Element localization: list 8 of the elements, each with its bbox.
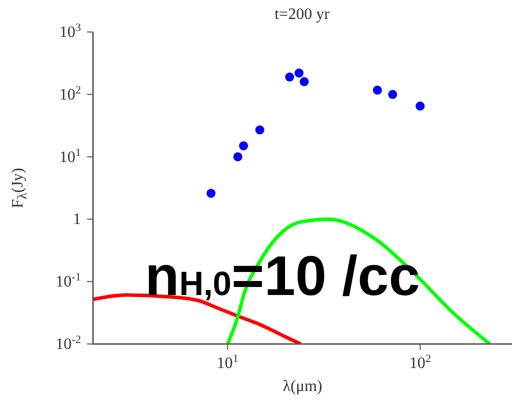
y-tick-label: 1 [73,211,81,228]
y-tick-label: 10$^{2}$ [59,84,81,104]
y-tick-label: 10$^{-2}$ [56,334,81,353]
x-axis-title: λ(μm) [282,378,324,396]
y-tick-label: 10$^{-1}$ [56,272,81,291]
y-tick-label: 10$^{3}$ [59,22,82,41]
chart-title: t=200 yr [274,6,330,24]
y-tick-label: 10$^{1}$ [59,146,81,166]
